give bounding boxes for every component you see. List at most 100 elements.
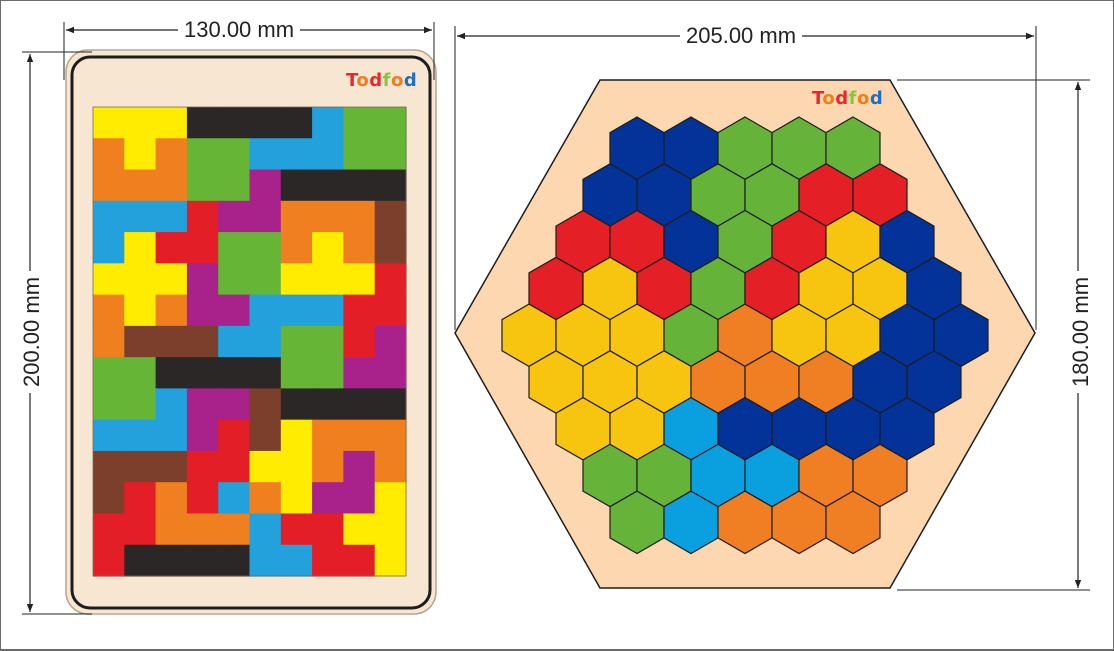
pentomino-cell — [93, 482, 125, 515]
pentomino-cell — [124, 232, 157, 264]
brand-logo-rect: Todfod — [346, 70, 417, 91]
hexagon-board — [454, 79, 1036, 589]
pentomino-cell — [124, 513, 157, 546]
pentomino-cell — [218, 107, 251, 139]
pentomino-cell — [280, 544, 313, 577]
pentomino-cell — [186, 513, 219, 546]
pentomino-cell — [312, 357, 344, 389]
pentomino-cell — [249, 544, 282, 577]
pentomino-cell — [186, 450, 219, 483]
pentomino-cell — [343, 232, 376, 264]
pentomino-cell — [155, 513, 188, 546]
pentomino-cell — [374, 107, 407, 139]
pentomino-cell — [280, 513, 313, 546]
pentomino-cell — [312, 232, 344, 264]
brand-logo-hex: Todfod — [812, 88, 883, 109]
pentomino-cell — [280, 325, 313, 358]
pentomino-cell — [280, 107, 313, 139]
pentomino-cell — [124, 138, 157, 171]
pentomino-cell — [124, 482, 157, 515]
pentomino-cell — [374, 388, 407, 421]
brand-letter: d — [869, 88, 884, 109]
pentomino-cell — [124, 169, 157, 202]
pentomino-cell — [343, 169, 376, 202]
pentomino-cell — [186, 294, 219, 327]
pentomino-cell — [343, 294, 376, 327]
pentomino-cell — [218, 482, 251, 515]
pentomino-cell — [93, 450, 125, 483]
pentomino-cell — [124, 544, 157, 577]
pentomino-cell — [218, 138, 251, 171]
pentomino-cell — [124, 419, 157, 452]
pentomino-cell — [155, 388, 188, 421]
pentomino-cell — [93, 544, 125, 577]
pentomino-cell — [280, 357, 313, 389]
pentomino-cell — [374, 232, 407, 264]
pentomino-cell — [218, 263, 251, 296]
pentomino-cell — [186, 169, 219, 202]
width-label-rect: 130.00 mm — [178, 18, 301, 42]
pentomino-cell — [124, 294, 157, 327]
pentomino-cell — [343, 513, 376, 546]
brand-letter: o — [356, 70, 370, 91]
pentomino-cell — [280, 200, 313, 233]
pentomino-cell — [155, 294, 188, 327]
pentomino-cell — [155, 419, 188, 452]
pentomino-cell — [155, 169, 188, 202]
pentomino-cell — [312, 107, 344, 139]
pentomino-cell — [124, 388, 157, 421]
pentomino-cell — [124, 450, 157, 483]
pentomino-cell — [312, 138, 344, 171]
pentomino-cell — [186, 544, 219, 577]
pentomino-cell — [343, 450, 376, 483]
brand-letter: f — [382, 70, 391, 91]
pentomino-cell — [186, 388, 219, 421]
pentomino-cell — [280, 388, 313, 421]
pentomino-cell — [312, 263, 344, 296]
pentomino-cell — [124, 357, 157, 389]
brand-letter: d — [835, 88, 849, 109]
height-label-rect: 200.00 mm — [19, 270, 45, 394]
pentomino-cell — [186, 482, 219, 515]
pentomino-board — [65, 49, 437, 615]
pentomino-cell — [249, 169, 282, 202]
pentomino-cell — [374, 263, 407, 296]
pentomino-cell — [312, 544, 344, 577]
pentomino-cell — [93, 294, 125, 327]
pentomino-cell — [155, 138, 188, 171]
pentomino-cell — [249, 482, 282, 515]
brand-letter: f — [848, 88, 857, 109]
pentomino-cell — [155, 325, 188, 358]
pentomino-cell — [124, 200, 157, 233]
pentomino-cell — [155, 357, 188, 389]
width-label-hex: 205.00 mm — [680, 24, 803, 48]
pentomino-cell — [249, 263, 282, 296]
pentomino-cell — [249, 450, 282, 483]
pentomino-cell — [312, 513, 344, 546]
brand-letter: T — [346, 70, 357, 91]
pentomino-cell — [93, 200, 125, 233]
pentomino-cell — [312, 169, 344, 202]
pentomino-cell — [218, 544, 251, 577]
pentomino-cell — [343, 419, 376, 452]
pentomino-cell — [343, 325, 376, 358]
pentomino-cell — [93, 325, 125, 358]
pentomino-cell — [374, 169, 407, 202]
pentomino-cell — [280, 263, 313, 296]
pentomino-cell — [124, 325, 157, 358]
pentomino-cell — [218, 200, 251, 233]
pentomino-cell — [249, 294, 282, 327]
pentomino-cell — [280, 482, 313, 515]
pentomino-cell — [374, 482, 407, 515]
pentomino-cell — [312, 294, 344, 327]
pentomino-cell — [186, 232, 219, 264]
pentomino-cell — [249, 513, 282, 546]
pentomino-cell — [186, 325, 219, 358]
pentomino-cell — [218, 450, 251, 483]
pentomino-cell — [374, 544, 407, 577]
pentomino-cell — [93, 388, 125, 421]
pentomino-cell — [186, 107, 219, 139]
pentomino-cell — [124, 107, 157, 139]
pentomino-cell — [218, 388, 251, 421]
